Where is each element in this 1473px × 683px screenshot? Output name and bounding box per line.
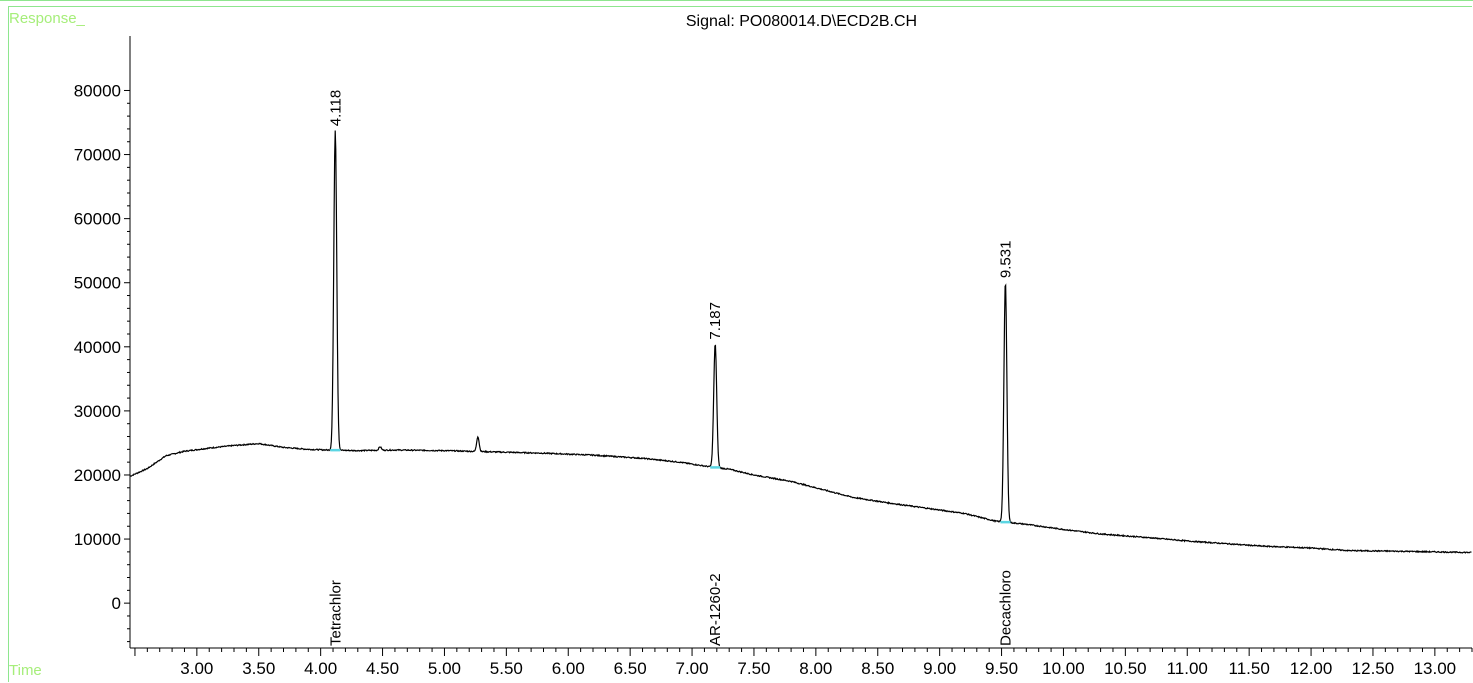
x-tick-label: 12.00 xyxy=(1290,659,1333,678)
x-tick-label: 6.50 xyxy=(614,659,647,678)
y-tick-label: 80000 xyxy=(74,81,121,100)
x-tick-label: 7.50 xyxy=(737,659,770,678)
x-axis-label: Time xyxy=(9,662,42,679)
y-tick-label: 60000 xyxy=(74,210,121,229)
y-tick-label: 20000 xyxy=(74,466,121,485)
x-tick-label: 8.00 xyxy=(799,659,832,678)
x-tick-label: 5.50 xyxy=(490,659,523,678)
x-tick-label: 10.50 xyxy=(1104,659,1147,678)
x-tick-label: 4.50 xyxy=(366,659,399,678)
retention-time-label: 9.531 xyxy=(997,241,1014,279)
x-tick-label: 13.00 xyxy=(1414,659,1457,678)
x-tick-label: 3.50 xyxy=(242,659,275,678)
y-tick-label: 0 xyxy=(112,594,121,613)
x-tick-label: 7.00 xyxy=(676,659,709,678)
y-tick-label: 30000 xyxy=(74,402,121,421)
x-tick-label: 8.50 xyxy=(861,659,894,678)
plot-frame xyxy=(8,6,1472,682)
compound-label: AR-1260-2 xyxy=(707,573,724,646)
y-tick-label: 70000 xyxy=(74,146,121,165)
y-axis-label: Response_ xyxy=(9,10,85,27)
retention-time-label: 4.118 xyxy=(327,90,344,126)
y-tick-label: 50000 xyxy=(74,274,121,293)
x-tick-label: 11.50 xyxy=(1229,659,1270,678)
y-tick-label: 10000 xyxy=(74,530,121,549)
x-tick-label: 9.50 xyxy=(985,659,1018,678)
x-tick-label: 11.00 xyxy=(1167,659,1208,678)
x-tick-label: 3.00 xyxy=(180,659,213,678)
x-tick-label: 9.00 xyxy=(923,659,956,678)
signal-trace xyxy=(129,130,1472,554)
top-border xyxy=(0,0,1473,1)
x-tick-label: 12.50 xyxy=(1352,659,1395,678)
x-tick-label: 10.00 xyxy=(1042,659,1085,678)
x-tick-label: 5.00 xyxy=(428,659,461,678)
x-tick-label: 6.00 xyxy=(552,659,585,678)
retention-time-label: 7.187 xyxy=(707,302,724,340)
y-tick-label: 40000 xyxy=(74,338,121,357)
compound-label: Tetrachlor xyxy=(327,580,344,646)
chart-title: Signal: PO080014.D\ECD2B.CH xyxy=(685,13,918,30)
compound-label: Decachloro xyxy=(997,570,1014,646)
x-tick-label: 4.00 xyxy=(304,659,337,678)
